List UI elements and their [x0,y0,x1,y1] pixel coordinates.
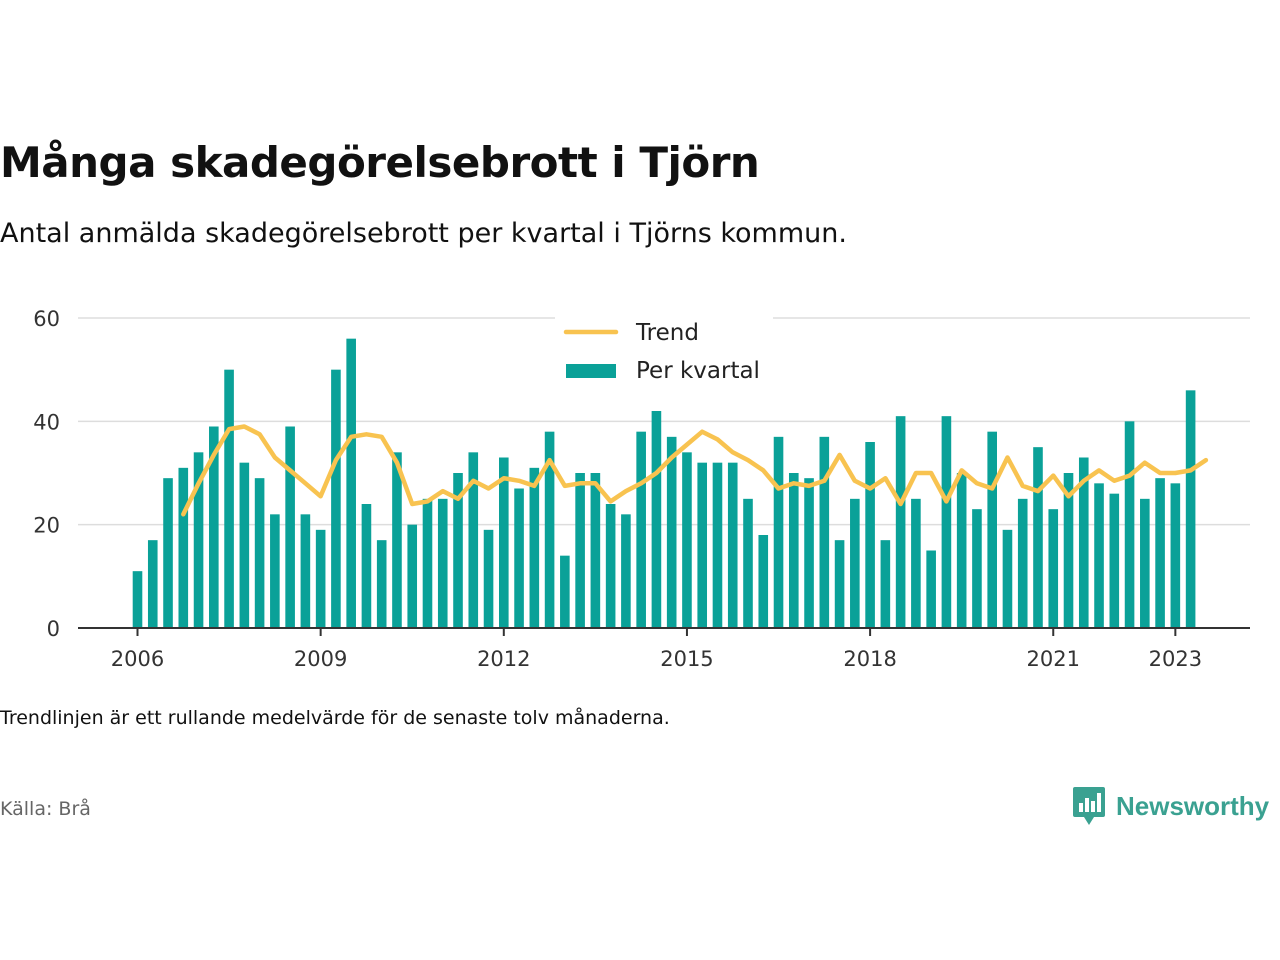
bar[interactable] [1063,473,1074,628]
bar[interactable] [1033,447,1043,628]
bar[interactable] [1094,483,1104,628]
bar[interactable] [224,369,234,628]
bar[interactable] [895,416,906,628]
bar[interactable] [376,540,387,628]
source-label: Källa: Brå [0,798,91,820]
bar[interactable] [1017,498,1028,628]
x-tick-label: 2023 [1149,647,1202,671]
bar[interactable] [437,498,448,628]
bar[interactable] [575,473,585,628]
bar[interactable] [651,411,662,628]
y-tick-label: 20 [33,514,60,538]
bar[interactable] [514,488,524,629]
legend-bar-swatch [566,364,616,378]
bar[interactable] [1170,483,1181,628]
bar[interactable] [239,462,250,628]
chart-area: 0 20 40 60 2006 2009 2012 2015 2018 2021 2023 Tre… [33,307,1250,671]
x-axis: 2006 2009 2012 2015 2018 2021 2023 [78,627,1250,671]
chart-subtitle: Antal anmälda skadegörelsebrott per kvar… [0,218,847,249]
bar[interactable] [773,436,784,628]
bar[interactable] [544,431,555,628]
bar[interactable] [483,529,494,628]
bar[interactable] [422,498,433,628]
bar[interactable] [1002,529,1013,628]
footnote: Trendlinjen är ett rullande medelvärde f… [0,707,670,729]
bar[interactable] [560,555,570,628]
bar[interactable] [1140,498,1150,628]
bar[interactable] [361,504,372,628]
bar[interactable] [636,431,646,628]
legend-background [555,314,773,392]
bar[interactable] [850,498,860,628]
bar[interactable] [315,529,326,628]
bar[interactable] [499,457,509,629]
bar[interactable] [743,498,753,628]
bar[interactable] [911,498,921,628]
bar[interactable] [453,473,463,628]
newsworthy-logo[interactable]: Newsworthy [1072,784,1269,828]
newsworthy-logo-icon [1073,787,1105,825]
legend-trend-label: Trend [635,320,699,346]
x-tick-label: 2009 [294,647,347,671]
bar[interactable] [972,509,982,628]
bar[interactable] [712,462,723,628]
brand-name: Newsworthy [1116,790,1270,821]
bar[interactable] [147,540,158,628]
bar[interactable] [804,478,814,628]
bar[interactable] [621,514,631,628]
bar[interactable] [1048,509,1059,628]
bar[interactable] [270,514,280,628]
bar[interactable] [1155,478,1165,628]
bar[interactable] [392,452,402,628]
bar[interactable] [407,524,418,628]
bar[interactable] [300,514,311,628]
bar[interactable] [880,540,891,628]
y-tick-label: 40 [33,410,60,434]
bar[interactable] [1078,457,1089,629]
bar[interactable] [178,467,189,628]
bar[interactable] [163,478,173,628]
bar[interactable] [346,338,356,628]
bar[interactable] [468,452,479,628]
x-tick-label: 2021 [1027,647,1080,671]
bar[interactable] [926,550,936,629]
bar[interactable] [331,369,341,628]
x-tick-label: 2015 [660,647,713,671]
bar[interactable] [987,431,997,628]
bar[interactable] [697,462,708,628]
bar[interactable] [758,535,769,628]
bar[interactable] [254,478,265,628]
bar[interactable] [132,571,143,628]
bar[interactable] [605,504,616,628]
bar[interactable] [529,467,540,628]
bar[interactable] [727,462,738,628]
bar[interactable] [834,540,845,628]
bar[interactable] [1124,421,1135,628]
bar[interactable] [956,473,967,628]
bar[interactable] [682,452,692,628]
y-tick-label: 60 [33,307,60,331]
bar[interactable] [285,426,295,629]
bar[interactable] [193,452,204,628]
bar[interactable] [1185,390,1196,628]
bar[interactable] [209,426,219,629]
bar[interactable] [666,436,677,628]
x-tick-label: 2018 [843,647,896,671]
y-axis: 0 20 40 60 [33,307,60,641]
y-tick-label: 0 [47,617,60,641]
x-tick-label: 2006 [111,647,164,671]
bar[interactable] [941,416,952,628]
legend: Trend Per kvartal [555,314,773,392]
bar[interactable] [865,442,875,628]
bar[interactable] [819,436,830,628]
bar-series [132,338,1196,629]
chart-title: Många skadegörelsebrott i Tjörn [0,138,760,187]
bar[interactable] [590,473,601,628]
bar[interactable] [1109,493,1120,628]
x-tick-label: 2012 [477,647,530,671]
trend-series [181,424,1209,517]
trend-line[interactable] [181,424,1209,517]
bar[interactable] [788,473,799,628]
legend-bar-label: Per kvartal [636,358,760,384]
